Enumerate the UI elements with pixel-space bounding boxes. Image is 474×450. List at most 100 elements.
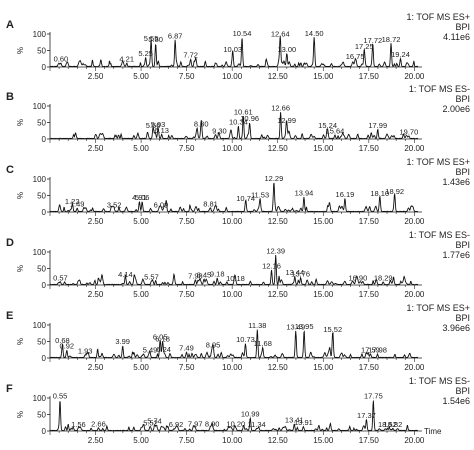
peak-label: 16.19 <box>336 190 355 199</box>
ms-mode-label: 1: TOF MS ES- <box>409 376 470 386</box>
x-tick-label: 12.50 <box>268 436 289 445</box>
peak-label: 6.24 <box>156 345 171 354</box>
peak-label: 10.96 <box>240 114 259 123</box>
peak-label: 1.49 <box>70 200 85 209</box>
x-tick-label: 5.00 <box>133 363 149 372</box>
peak-label: 4.21 <box>119 55 134 64</box>
x-tick-label: 2.50 <box>88 290 104 299</box>
peak-label: 11.38 <box>248 321 266 330</box>
bpi-label: BPI <box>455 22 470 32</box>
peak-label: 19.70 <box>400 127 419 136</box>
x-tick-label: 7.50 <box>179 436 195 445</box>
peak-label: 10.99 <box>241 409 260 418</box>
peak-label: 15.52 <box>323 325 342 334</box>
x-tick-label: 12.50 <box>268 144 289 153</box>
peak-label: 17.72 <box>363 36 382 45</box>
y-tick-label: 0 <box>42 135 47 144</box>
intensity-scale-label: 1.77e6 <box>442 250 470 260</box>
peak-label: 17.25 <box>355 42 374 51</box>
peak-label: 10.74 <box>236 194 255 203</box>
x-tick-label: 2.50 <box>88 436 104 445</box>
peak-label: 0.92 <box>59 342 74 351</box>
x-tick-label: 20.00 <box>404 290 425 299</box>
x-tick-label: 2.50 <box>88 217 104 226</box>
x-tick-label: 10.00 <box>222 217 243 226</box>
peak-label: 16.75 <box>346 52 365 61</box>
peak-label: 5.52 <box>143 419 158 428</box>
peak-label: 6.05 <box>153 333 168 342</box>
y-tick-label: 0 <box>42 427 47 436</box>
x-tick-label: 20.00 <box>404 363 425 372</box>
y-tick-label: 50 <box>37 119 46 128</box>
y-tick-label: 50 <box>37 411 46 420</box>
peak-label: 16.90 <box>348 273 367 282</box>
peak-label: 8.81 <box>203 200 218 209</box>
y-axis-label: % <box>16 119 25 126</box>
peak-label: 18.52 <box>378 420 397 429</box>
panel-label: F <box>6 383 13 395</box>
x-tick-label: 10.00 <box>222 290 243 299</box>
peak-label: 13.49 <box>286 323 305 332</box>
peak-label: 15.64 <box>326 127 345 136</box>
y-axis-label: % <box>16 47 25 54</box>
bpi-label: BPI <box>455 313 470 323</box>
peak-label: 17.75 <box>364 392 383 401</box>
peak-label: 13.41 <box>285 415 304 424</box>
peak-label: 8.45 <box>197 271 212 280</box>
x-tick-label: 2.50 <box>88 363 104 372</box>
peak-label: 5.57 <box>144 273 159 282</box>
peak-label: 10.20 <box>226 419 245 428</box>
peak-label: 5.74 <box>147 417 162 426</box>
peak-label: 0.60 <box>54 55 69 64</box>
panel-label: C <box>6 164 14 176</box>
peak-label: 5.55 <box>144 34 159 43</box>
peak-label: 2.66 <box>91 419 106 428</box>
intensity-scale-label: 1.54e6 <box>442 396 470 406</box>
bpi-label: BPI <box>455 167 470 177</box>
peak-label: 13.91 <box>294 418 313 427</box>
peak-label: 12.16 <box>262 261 281 270</box>
x-tick-label: 15.00 <box>313 72 334 81</box>
peak-label: 15.24 <box>318 121 337 130</box>
bpi-label: BPI <box>455 386 470 396</box>
y-tick-label: 100 <box>33 175 47 184</box>
x-tick-label: 10.00 <box>222 363 243 372</box>
y-tick-label: 100 <box>33 321 47 330</box>
x-tick-label: 10.00 <box>222 72 243 81</box>
y-tick-label: 0 <box>42 208 47 217</box>
panel-label: B <box>6 91 14 103</box>
peak-label: 13.76 <box>291 269 310 278</box>
y-axis-label: % <box>16 411 25 418</box>
y-axis-label: % <box>16 265 25 272</box>
peak-label: 12.66 <box>271 104 290 113</box>
y-tick-label: 0 <box>42 281 47 290</box>
x-tick-label: 5.00 <box>133 217 149 226</box>
bpi-label: BPI <box>455 240 470 250</box>
ms-mode-label: 1: TOF MS ES+ <box>407 303 470 313</box>
y-tick-label: 50 <box>37 338 46 347</box>
x-tick-label: 7.50 <box>179 72 195 81</box>
bpi-label: BPI <box>455 94 470 104</box>
x-tick-label: 7.50 <box>179 290 195 299</box>
peak-label: 19.24 <box>391 50 410 59</box>
peak-label: 5.25 <box>138 49 153 58</box>
peak-label: 10.18 <box>226 274 245 283</box>
x-tick-label: 7.50 <box>179 217 195 226</box>
peak-label: 6.87 <box>168 32 183 41</box>
peak-label: 12.64 <box>271 30 290 39</box>
bpi-trace <box>50 182 419 213</box>
peak-label: 13.44 <box>285 268 304 277</box>
y-tick-label: 100 <box>33 102 47 111</box>
peak-label: 0.57 <box>53 273 68 282</box>
peak-label: 17.59 <box>361 346 380 355</box>
peak-label: 11.68 <box>254 339 272 348</box>
x-tick-label: 12.50 <box>268 217 289 226</box>
peak-label: 7.49 <box>179 344 194 353</box>
peak-label: 18.29 <box>374 273 393 282</box>
bpi-trace <box>49 112 419 140</box>
